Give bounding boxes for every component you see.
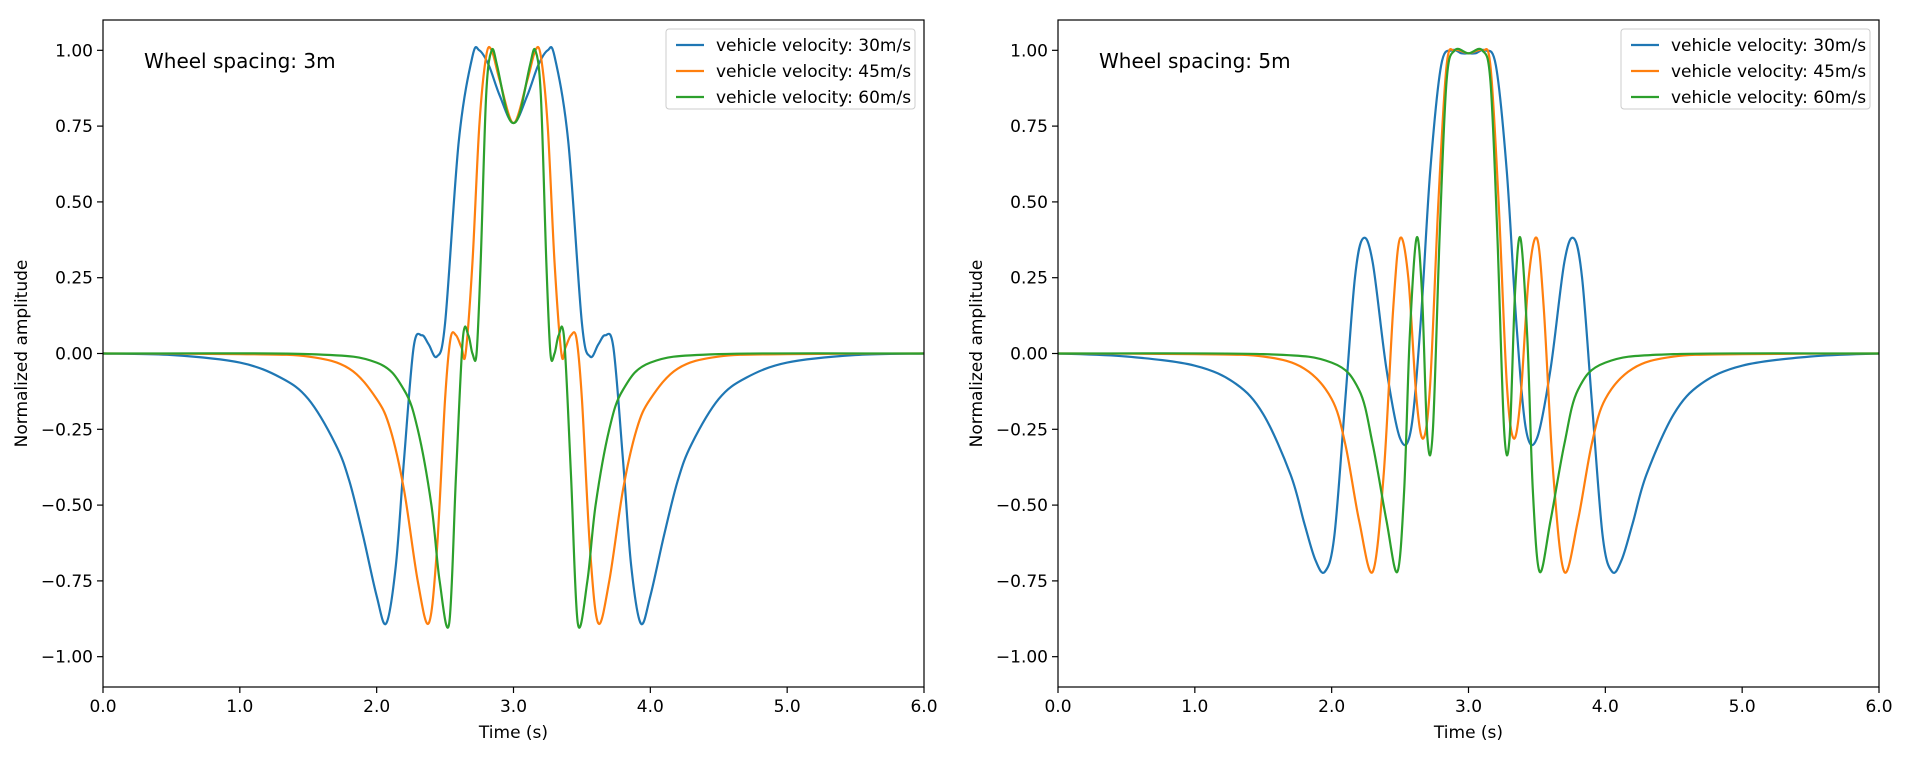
chart-panel-2: 0.0 1.0 2.0 3.0 4.0 5.0 6.0 1.00 0.75 0.50 0.25 0.0… — [967, 19, 1893, 743]
x-tick-label: 0.0 — [1044, 697, 1071, 717]
y-tick-label: 0.00 — [1010, 345, 1048, 365]
y-tick-label: 0.00 — [55, 345, 93, 365]
series-group — [1058, 47, 1879, 574]
y-tick-label: −1.00 — [41, 648, 93, 668]
y-tick-label: 1.00 — [55, 41, 93, 61]
x-tick-label: 3.0 — [1455, 697, 1482, 717]
legend-label: vehicle velocity: 60m/s — [1671, 88, 1866, 108]
x-tick-label: 6.0 — [1865, 697, 1892, 717]
legend: vehicle velocity: 30m/s vehicle velocity:… — [1620, 28, 1871, 110]
legend-label: vehicle velocity: 30m/s — [1671, 36, 1866, 56]
x-tick-label: 3.0 — [500, 697, 527, 717]
series-group — [103, 45, 924, 629]
series-line-1 — [103, 45, 924, 626]
y-axis-label: Normalized amplitude — [967, 260, 987, 448]
y-tick-label: −0.75 — [996, 572, 1048, 592]
y-tick-label: 0.25 — [1010, 269, 1048, 289]
y-tick-label: 0.25 — [55, 269, 93, 289]
legend: vehicle velocity: 30m/s vehicle velocity:… — [665, 28, 916, 110]
x-tick-label: 6.0 — [910, 697, 937, 717]
y-tick-label: −0.75 — [41, 572, 93, 592]
y-tick-label: 1.00 — [1010, 41, 1048, 61]
series-line-3 — [1058, 47, 1879, 573]
y-tick-label: 0.50 — [1010, 193, 1048, 213]
y-tick-label: 0.50 — [55, 193, 93, 213]
y-axis-label: Normalized amplitude — [12, 260, 32, 448]
series-line-1 — [1058, 48, 1879, 574]
x-tick-label: 0.0 — [89, 697, 116, 717]
x-tick-label: 1.0 — [226, 697, 253, 717]
y-tick-label: −1.00 — [996, 648, 1048, 668]
x-axis-label: Time (s) — [1433, 723, 1503, 743]
legend-box — [1620, 28, 1871, 110]
wheel-spacing-annotation: Wheel spacing: 3m — [144, 49, 336, 73]
x-tick-label: 2.0 — [363, 697, 390, 717]
x-tick-label: 5.0 — [774, 697, 801, 717]
x-tick-label: 4.0 — [1592, 697, 1619, 717]
x-tick-label: 5.0 — [1729, 697, 1756, 717]
series-line-2 — [1058, 48, 1879, 574]
y-tick-label: −0.25 — [41, 420, 93, 440]
x-tick-label: 4.0 — [637, 697, 664, 717]
series-line-3 — [103, 48, 924, 629]
x-axis-label: Time (s) — [478, 723, 548, 743]
legend-label: vehicle velocity: 30m/s — [716, 36, 911, 56]
x-tick-label: 1.0 — [1181, 697, 1208, 717]
y-tick-label: −0.50 — [996, 496, 1048, 516]
y-tick-label: 0.75 — [55, 117, 93, 137]
legend-label: vehicle velocity: 45m/s — [1671, 62, 1866, 82]
y-tick-label: 0.75 — [1010, 117, 1048, 137]
y-tick-label: −0.25 — [996, 420, 1048, 440]
series-line-2 — [103, 45, 924, 625]
legend-box — [665, 28, 916, 110]
x-tick-label: 2.0 — [1318, 697, 1345, 717]
legend-label: vehicle velocity: 60m/s — [716, 88, 911, 108]
wheel-spacing-annotation: Wheel spacing: 5m — [1099, 49, 1291, 73]
legend-label: vehicle velocity: 45m/s — [716, 62, 911, 82]
chart-panel-1: 0.0 1.0 2.0 3.0 4.0 5.0 6.0 1.00 0.75 0.50 0.25 0.0… — [12, 19, 938, 743]
y-tick-label: −0.50 — [41, 496, 93, 516]
